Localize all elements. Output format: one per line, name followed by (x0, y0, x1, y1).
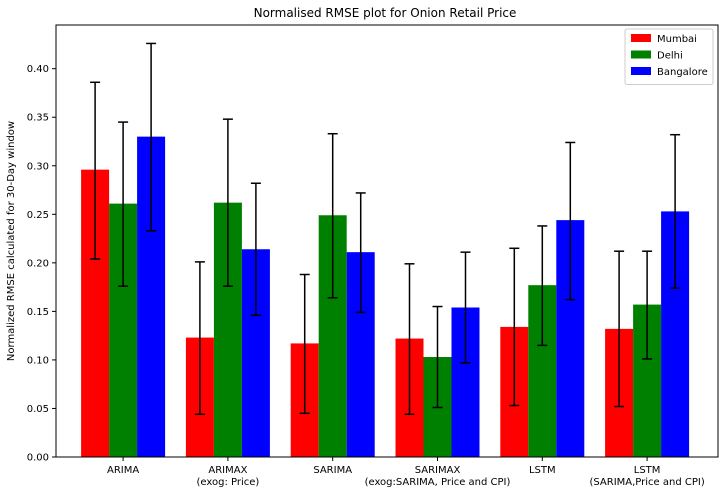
legend-label-mumbai: Mumbai (657, 34, 697, 45)
bars-layer (81, 136, 690, 457)
error-bar-mumbai-3 (404, 263, 415, 416)
error-bar-bangalore-2 (355, 192, 366, 314)
error-bar-bangalore-4 (565, 141, 576, 301)
y-tick-label-3: 0.15 (27, 307, 49, 318)
x-tick-label-5: LSTM (SARIMA,Price and CPI) (589, 465, 704, 488)
x-tick-label-4: LSTM (529, 465, 556, 476)
y-tick-label-5: 0.25 (27, 210, 49, 221)
error-bars-layer (90, 42, 681, 416)
y-tick-label-4: 0.20 (27, 258, 49, 269)
legend: Mumbai Delhi Bangalore (624, 28, 714, 85)
y-tick-label-0: 0.00 (27, 453, 49, 464)
error-bar-delhi-2 (327, 132, 338, 299)
legend-label-delhi: Delhi (657, 51, 683, 62)
x-tick-label-1: ARIMAX (exog: Price) (196, 465, 259, 488)
error-bar-bangalore-3 (460, 251, 471, 364)
legend-swatch-delhi (631, 50, 651, 59)
error-bar-mumbai-2 (299, 273, 310, 415)
error-bar-bangalore-5 (670, 133, 681, 289)
error-bar-delhi-5 (642, 250, 653, 360)
error-bar-delhi-3 (432, 305, 443, 409)
legend-swatch-mumbai (631, 34, 651, 42)
axes-layer: 0.00 0.05 0.10 0.15 0.20 0.25 0.30 0.35 0.40 ARIM… (27, 24, 719, 488)
error-bar-mumbai-1 (194, 261, 205, 416)
y-axis-label: Normalized RMSE calculated for 30-Day wi… (6, 121, 17, 361)
x-tick-label-0: ARIMA (107, 465, 139, 476)
y-tick-label-8: 0.40 (27, 64, 49, 75)
legend-swatch-bangalore (631, 67, 651, 75)
y-tick-label-1: 0.05 (27, 404, 49, 415)
error-bar-mumbai-5 (614, 250, 625, 408)
error-bar-mumbai-0 (90, 81, 101, 260)
y-tick-label-7: 0.35 (27, 113, 49, 124)
error-bar-bangalore-0 (146, 42, 157, 232)
error-bar-delhi-0 (118, 121, 129, 287)
y-tick-label-2: 0.10 (27, 355, 49, 366)
chart-title: Normalised RMSE plot for Onion Retail Pr… (254, 6, 517, 20)
x-tick-label-3: SARIMAX (exog:SARIMA, Price and CPI) (365, 465, 511, 488)
x-tick-label-2: SARIMA (313, 465, 352, 476)
plot-frame (55, 24, 719, 458)
error-bar-delhi-1 (222, 118, 233, 287)
error-bar-delhi-4 (537, 225, 548, 347)
error-bar-bangalore-1 (250, 182, 261, 317)
legend-label-bangalore: Bangalore (657, 67, 708, 78)
y-tick-label-6: 0.30 (27, 161, 49, 172)
error-bar-mumbai-4 (509, 247, 520, 407)
